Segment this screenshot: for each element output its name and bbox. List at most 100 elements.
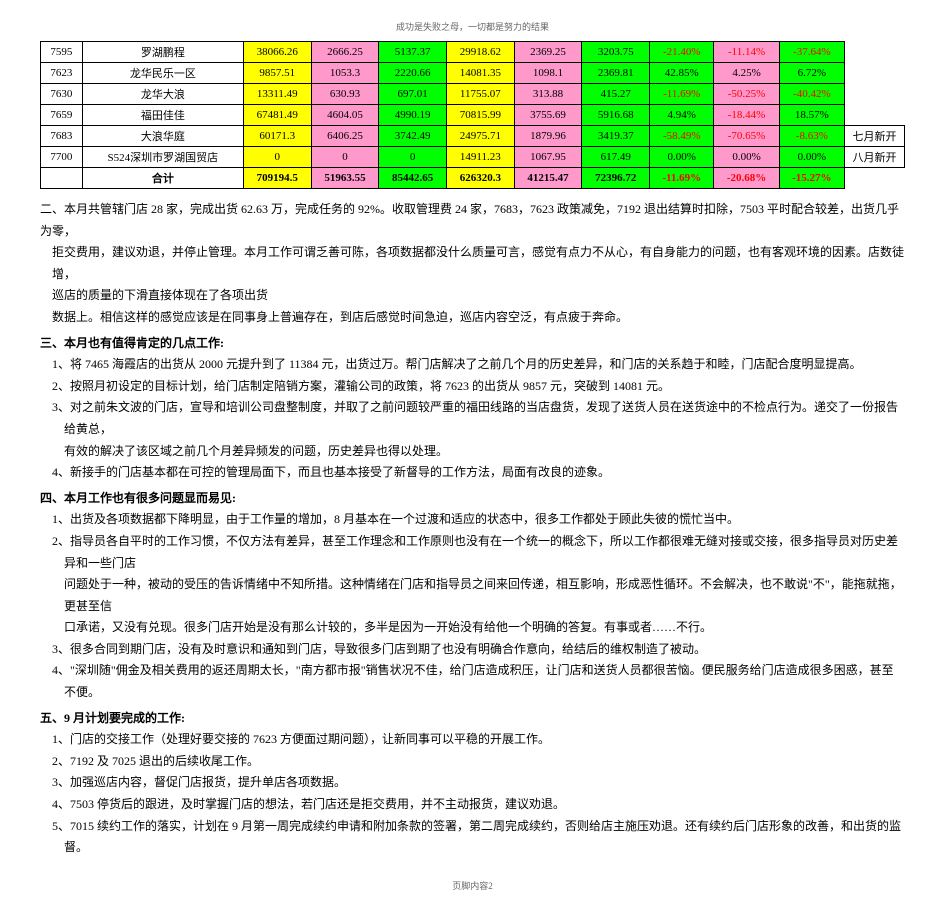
sec4-item1: 1、出货及各项数据都下降明显，由于工作量的增加，8 月基本在一个过渡和适应的状态… — [40, 509, 905, 531]
table-cell: 2369.81 — [582, 63, 650, 84]
table-cell: 85442.65 — [379, 168, 447, 189]
sec4-item2c: 口承诺，又没有兑现。很多门店开始是没有那么计较的，多半是因为一开始没有给他一个明… — [40, 617, 905, 639]
table-cell — [41, 168, 83, 189]
sec3-item2: 2、按照月初设定的目标计划，给门店制定陪销方案，灌输公司的政策，将 7623 的… — [40, 376, 905, 398]
table-cell: 7683 — [41, 126, 83, 147]
table-cell: 0.00% — [714, 147, 779, 168]
table-cell: 1098.1 — [514, 63, 582, 84]
table-cell: 1067.95 — [514, 147, 582, 168]
sec2-line2: 拒交费用，建议劝退，并停止管理。本月工作可谓乏善可陈，各项数据都没什么质量可言，… — [40, 242, 905, 285]
table-cell: 0.00% — [779, 147, 844, 168]
table-row: 7683大浪华庭60171.36406.253742.4924975.71187… — [41, 126, 905, 147]
table-cell: -11.69% — [650, 84, 714, 105]
table-row: 7595罗湖鹏程38066.262666.255137.3729918.6223… — [41, 42, 905, 63]
page-header: 成功是失败之母，一切都是努力的结果 — [40, 20, 905, 33]
sec4-item2b: 问题处于一种，被动的受压的告诉情绪中不知所措。这种情绪在门店和指导员之间来回传递… — [40, 574, 905, 617]
table-cell: 7595 — [41, 42, 83, 63]
table-row: 7630龙华大浪13311.49630.93697.0111755.07313.… — [41, 84, 905, 105]
sec5-title: 五、9 月计划要完成的工作: — [40, 708, 905, 730]
table-cell: 14081.35 — [446, 63, 514, 84]
table-cell: -21.40% — [650, 42, 714, 63]
sec3-title: 三、本月也有值得肯定的几点工作: — [40, 333, 905, 355]
table-cell: -37.64% — [779, 42, 844, 63]
table-cell — [845, 168, 905, 189]
table-cell: 3742.49 — [379, 126, 447, 147]
table-cell: 7700 — [41, 147, 83, 168]
sec3-item3a: 3、对之前朱文波的门店，宣导和培训公司盘整制度，并取了之前问题较严重的福田线路的… — [40, 397, 905, 440]
table-cell: 2666.25 — [311, 42, 379, 63]
table-cell: 617.49 — [582, 147, 650, 168]
table-cell: 0 — [311, 147, 379, 168]
table-cell: 24975.71 — [446, 126, 514, 147]
table-cell: 13311.49 — [243, 84, 311, 105]
table-cell: 70815.99 — [446, 105, 514, 126]
table-cell: 29918.62 — [446, 42, 514, 63]
table-cell: 18.57% — [779, 105, 844, 126]
sec2-line1: 二、本月共管辖门店 28 家，完成出货 62.63 万，完成任务的 92%。收取… — [40, 199, 905, 242]
table-cell: 八月新开 — [845, 147, 905, 168]
sec3-item1: 1、将 7465 海霞店的出货从 2000 元提升到了 11384 元，出货过万… — [40, 354, 905, 376]
table-cell: 709194.5 — [243, 168, 311, 189]
table-cell: -11.69% — [650, 168, 714, 189]
table-cell: -50.25% — [714, 84, 779, 105]
table-cell: 6.72% — [779, 63, 844, 84]
table-cell: 14911.23 — [446, 147, 514, 168]
section-5: 五、9 月计划要完成的工作: 1、门店的交接工作（处理好要交接的 7623 方便… — [40, 708, 905, 859]
table-cell: 313.88 — [514, 84, 582, 105]
table-cell: 1053.3 — [311, 63, 379, 84]
sec4-item2a: 2、指导员各自平时的工作习惯，不仅方法有差异，甚至工作理念和工作原则也没有在一个… — [40, 531, 905, 574]
table-cell: 72396.72 — [582, 168, 650, 189]
table-cell — [845, 105, 905, 126]
table-cell: 2369.25 — [514, 42, 582, 63]
table-cell: 5916.68 — [582, 105, 650, 126]
page-footer: 页脚内容2 — [40, 879, 905, 892]
table-row: 7659福田佳佳67481.494604.054990.1970815.9937… — [41, 105, 905, 126]
table-cell: 5137.37 — [379, 42, 447, 63]
sec3-item3b: 有效的解决了该区域之前几个月差异频发的问题，历史差异也得以处理。 — [40, 441, 905, 463]
table-cell: 626320.3 — [446, 168, 514, 189]
table-cell: -8.63% — [779, 126, 844, 147]
table-cell: -11.14% — [714, 42, 779, 63]
table-cell: 4.94% — [650, 105, 714, 126]
table-cell — [845, 42, 905, 63]
table-total-row: 合计709194.551963.5585442.65626320.341215.… — [41, 168, 905, 189]
table-cell: 0 — [243, 147, 311, 168]
table-cell: -58.49% — [650, 126, 714, 147]
sec3-item4: 4、新接手的门店基本都在可控的管理局面下，而且也基本接受了新督导的工作方法，局面… — [40, 462, 905, 484]
table-cell: 0.00% — [650, 147, 714, 168]
sec4-item4: 4、"深圳随"佣金及相关费用的返还周期太长，"南方都市报"销售状况不佳，给门店造… — [40, 660, 905, 703]
section-2: 二、本月共管辖门店 28 家，完成出货 62.63 万，完成任务的 92%。收取… — [40, 199, 905, 329]
table-cell: 福田佳佳 — [82, 105, 243, 126]
table-cell: -70.65% — [714, 126, 779, 147]
sec5-item2: 2、7192 及 7025 退出的后续收尾工作。 — [40, 751, 905, 773]
sec5-item5: 5、7015 续约工作的落实，计划在 9 月第一周完成续约申请和附加条款的签署，… — [40, 816, 905, 859]
table-cell: -20.68% — [714, 168, 779, 189]
table-cell: 697.01 — [379, 84, 447, 105]
sec4-title: 四、本月工作也有很多问题显而易见: — [40, 488, 905, 510]
table-cell: 11755.07 — [446, 84, 514, 105]
table-cell: 41215.47 — [514, 168, 582, 189]
table-cell: 七月新开 — [845, 126, 905, 147]
section-3: 三、本月也有值得肯定的几点工作: 1、将 7465 海霞店的出货从 2000 元… — [40, 333, 905, 484]
table-cell: 罗湖鹏程 — [82, 42, 243, 63]
table-cell: 7623 — [41, 63, 83, 84]
table-row: 7623龙华民乐一区9857.511053.32220.6614081.3510… — [41, 63, 905, 84]
table-cell: -15.27% — [779, 168, 844, 189]
section-4: 四、本月工作也有很多问题显而易见: 1、出货及各项数据都下降明显，由于工作量的增… — [40, 488, 905, 704]
table-cell: 0 — [379, 147, 447, 168]
table-cell: 1879.96 — [514, 126, 582, 147]
table-cell: 67481.49 — [243, 105, 311, 126]
table-cell: 3419.37 — [582, 126, 650, 147]
table-cell — [845, 84, 905, 105]
table-cell: 4990.19 — [379, 105, 447, 126]
table-cell: 9857.51 — [243, 63, 311, 84]
table-cell: 3203.75 — [582, 42, 650, 63]
table-cell: 7630 — [41, 84, 83, 105]
sec4-item3: 3、很多合同到期门店，没有及时意识和通知到门店，导致很多门店到期了也没有明确合作… — [40, 639, 905, 661]
table-cell: 龙华大浪 — [82, 84, 243, 105]
table-cell: 2220.66 — [379, 63, 447, 84]
table-cell: 51963.55 — [311, 168, 379, 189]
table-cell: 4.25% — [714, 63, 779, 84]
table-cell: 3755.69 — [514, 105, 582, 126]
table-cell: 龙华民乐一区 — [82, 63, 243, 84]
